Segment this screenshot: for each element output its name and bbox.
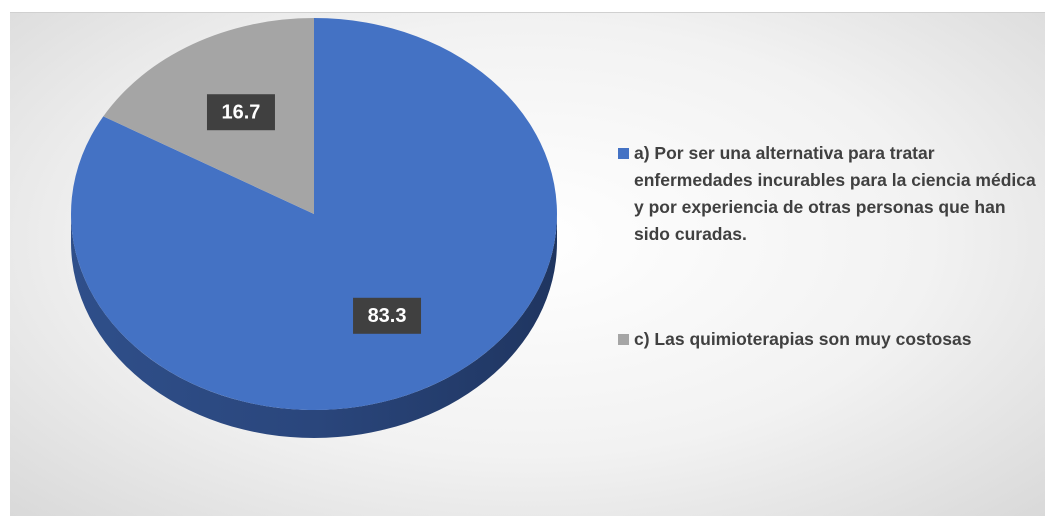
legend-swatch — [618, 334, 629, 345]
data-label-box — [353, 297, 422, 334]
data-label: 16.7 — [206, 94, 275, 131]
data-label-text: 16.7 — [221, 101, 260, 123]
data-label-text: 83.3 — [368, 305, 407, 327]
legend: a) Por ser una alternativa para tratar e… — [618, 140, 1038, 353]
legend-entry: a) Por ser una alternativa para tratar e… — [618, 140, 1038, 248]
legend-entry: c) Las quimioterapias son muy costosas — [618, 326, 1038, 353]
legend-label: a) Por ser una alternativa para tratar e… — [634, 143, 1036, 244]
legend-swatch — [618, 148, 629, 159]
legend-label: c) Las quimioterapias son muy costosas — [634, 329, 972, 349]
data-label-box — [206, 94, 275, 131]
data-label: 83.3 — [353, 297, 422, 334]
